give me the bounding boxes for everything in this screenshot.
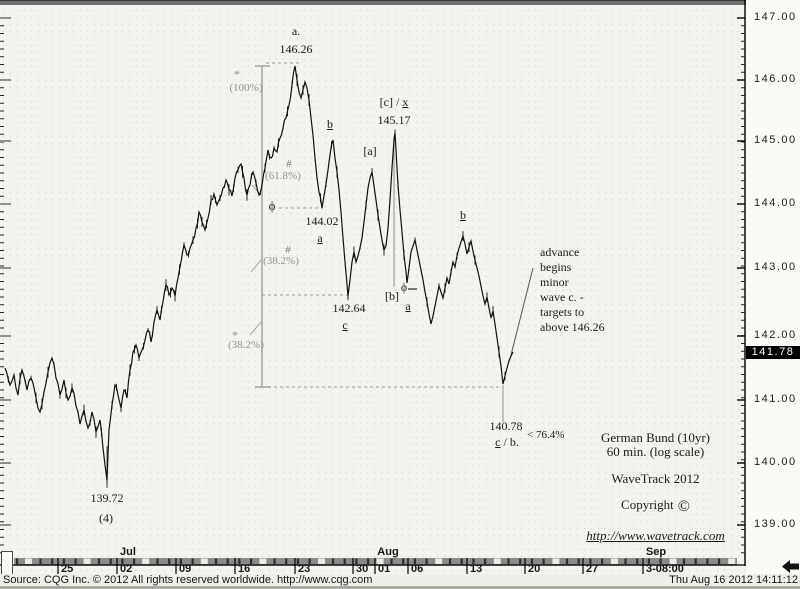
scroll-left-arrow-icon[interactable] (781, 558, 800, 575)
y-axis-label: 139.00 (754, 518, 797, 530)
y-axis-label: 147.00 (754, 11, 797, 23)
x-axis-tick-label: 02 (120, 563, 133, 575)
clock-timestamp: Thu Aug 16 2012 14:11:12 (669, 574, 798, 586)
chart-canvas[interactable]: a. 146.26 [c] / x 145.17 b [a] 144.02 a 142.64 c [… (0, 0, 746, 575)
x-axis-tick-label: 3-08:00 (646, 563, 684, 575)
source-credit: Source: CQG Inc. © 2012 All rights reser… (3, 574, 373, 586)
wavetrack-url: http://www.wavetrack.com (586, 528, 725, 544)
wave-label-b2: b (460, 208, 466, 222)
price-line (4, 65, 514, 481)
last-price-badge: 141.78 (746, 346, 800, 359)
x-axis-tick-label: 01 (378, 563, 391, 575)
y-axis-label: 144.00 (754, 197, 797, 209)
x-axis-tick-label: 20 (528, 563, 541, 575)
chart-top-border (0, 0, 746, 5)
fib-star-382: * (232, 328, 238, 342)
wave-label-c1: c (342, 318, 348, 332)
x-axis-tick-label: 27 (586, 563, 599, 575)
x-axis-tick-label: 30 (356, 563, 369, 575)
fib-hash-382: # (285, 244, 291, 256)
price-label-140-78: 140.78 (489, 419, 523, 433)
y-axis-label: 140.00 (754, 456, 797, 468)
price-label-144-02: 144.02 (305, 214, 339, 228)
wave-label-a1: a (317, 231, 323, 245)
x-axis-tick-label: 16 (238, 563, 251, 575)
copyright-line: Copyright © (573, 496, 738, 516)
x-axis-tick-label: 23 (298, 563, 311, 575)
fib-label-618: (61.8%) (265, 170, 301, 182)
chart-subtitle: 60 min. (log scale) (606, 444, 705, 460)
fib-hash-618: # (286, 158, 292, 170)
x-axis-tick-label: 25 (61, 563, 74, 575)
price-chart (0, 0, 746, 575)
chart-title-block: German Bund (10yr) 60 min. (log scale) W… (573, 430, 738, 544)
status-bar: Source: CQG Inc. © 2012 All rights reser… (0, 574, 800, 586)
y-axis-label: 141.00 (754, 393, 797, 405)
copyright-word: Copyright (621, 496, 674, 512)
y-axis-label: 146.00 (754, 73, 797, 85)
wave-label-c-b: c / b. (495, 435, 519, 449)
price-label-146-26: 146.26 (279, 42, 313, 56)
wave-label-a-top: a. (291, 24, 301, 38)
y-axis-label: 145.00 (754, 134, 797, 146)
fib-star-100: * (234, 67, 240, 81)
scrollbar-thumb[interactable] (1, 551, 13, 576)
wave-label-a2: a (405, 299, 411, 313)
copyright-icon: © (677, 497, 690, 515)
fib-label-382-lower: (38.2%) (228, 339, 264, 351)
x-axis-tick-label: 09 (179, 563, 192, 575)
phi-marker-2: ϕ (400, 280, 408, 294)
wave-label-bracket-b: [b] (385, 289, 399, 303)
y-axis-label: 142.00 (754, 329, 797, 341)
price-label-139-72: 139.72 (90, 491, 124, 505)
month-label: Sep (645, 546, 667, 558)
price-label-142-64: 142.64 (332, 301, 366, 315)
x-axis-tick-label: 06 (411, 563, 424, 575)
price-wicks (7, 74, 506, 484)
month-label: Aug (377, 546, 399, 558)
wave-label-c-x: [c] / x (379, 95, 409, 109)
wave-label-b1: b (327, 117, 333, 131)
fib-label-382-upper: (38.2%) (263, 255, 299, 267)
fib-label-100: (100%) (229, 82, 263, 94)
window-bottom-edge (0, 586, 800, 589)
wave-label-4: (4) (99, 511, 113, 525)
pct-label-76-4: < 76.4% (527, 429, 565, 441)
y-axis-label: 143.00 (754, 261, 797, 273)
wave-label-bracket-a: [a] (363, 144, 377, 158)
month-label: Jul (120, 546, 136, 558)
price-label-145-17: 145.17 (377, 113, 411, 127)
wavetrack-label: WaveTrack 2012 (611, 470, 700, 486)
phi-marker-1: ϕ (268, 198, 276, 213)
x-axis-tick-label: 13 (470, 563, 483, 575)
advance-note: advance begins minor wave c. - targets to abo… (540, 245, 605, 334)
chart-title: German Bund (10yr) (600, 430, 711, 445)
